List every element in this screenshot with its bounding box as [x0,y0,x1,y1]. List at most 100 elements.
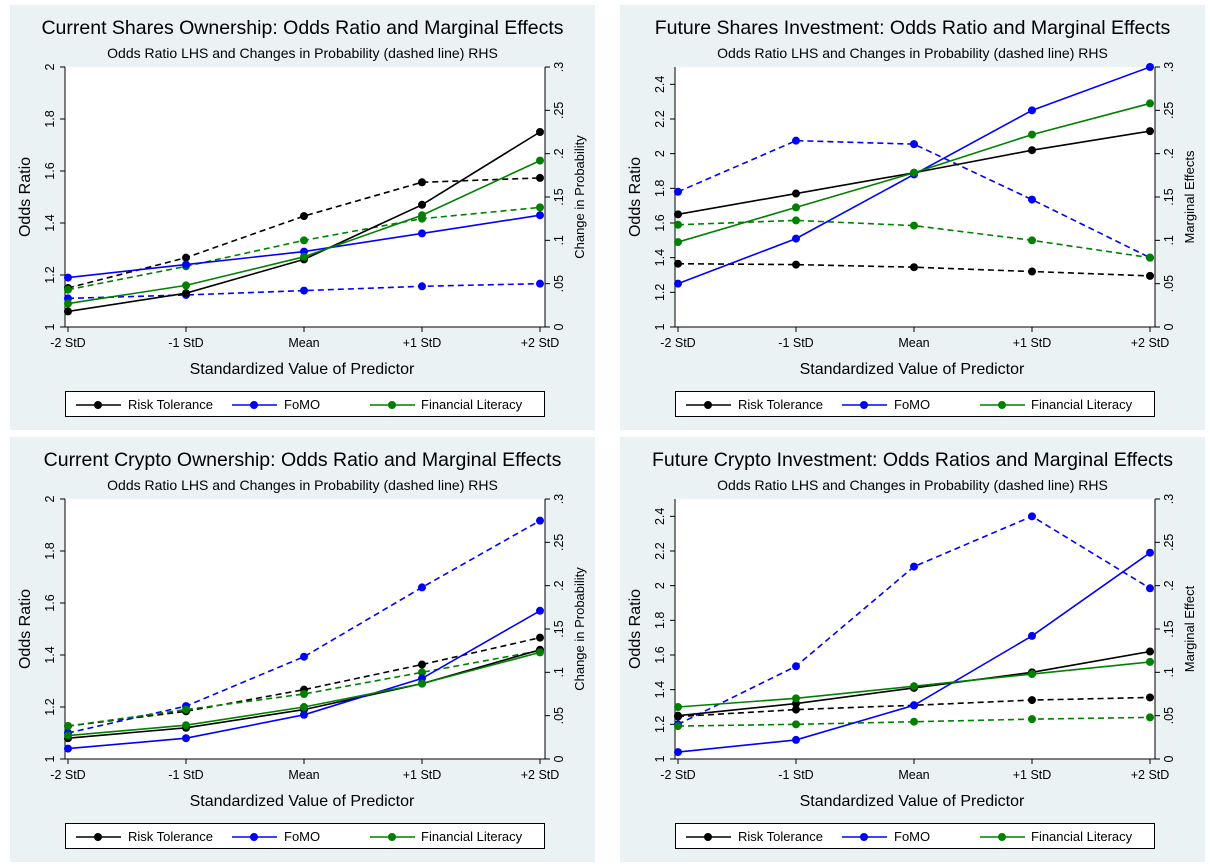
financial-literacy-odds-ratio-point [300,703,308,711]
right-axis-tick-label: .15 [1162,620,1176,637]
financial-literacy-marginal-effect-line [677,716,1151,727]
legend-label-fomo: FoMO [894,397,931,412]
fomo-marginal-effect-point [910,562,918,571]
fomo-odds-ratio-point [674,748,682,757]
x-axis-tick-label: Mean [898,336,929,350]
fomo-odds-ratio-point [792,735,800,744]
risk-tolerance-marginal-effect-point [1146,693,1154,702]
x-axis-tick-label: Mean [288,768,319,782]
right-axis-tick-label: .1 [552,667,566,677]
plot-background [65,499,545,759]
risk-tolerance-odds-ratio-point [182,289,190,298]
left-axis-tick-label: 1.8 [653,180,667,197]
legend-markers [76,401,415,409]
risk-tolerance-odds-ratio-point [536,128,544,136]
risk-tolerance-odds-ratio-point [64,307,72,316]
x-axis-tick-label: +1 StD [403,336,442,350]
legend-label-financial-literacy: Financial Literacy [421,829,523,844]
right-axis-tick-label: .1 [552,235,566,245]
fomo-odds-ratio-point [182,734,190,743]
financial-literacy-odds-ratio-point [64,731,72,740]
left-axis-tick-label: 2.4 [653,76,667,93]
left-axis-tick-label: 2.2 [653,542,667,559]
risk-tolerance-marginal-effect-point [536,173,544,182]
risk-tolerance-marginal-effect-point [1028,267,1036,276]
left-axis-tick-label: 1.4 [43,214,57,231]
chart-panel-future-crypto: Future Crypto Investment: Odds Ratios an… [620,437,1205,862]
fomo-odds-ratio-point [300,710,308,719]
x-axis-tick-label: +2 StD [1131,336,1170,350]
x-axis-title: Standardized Value of Predictor [190,793,415,810]
legend-label-fomo: FoMO [284,829,321,844]
right-axis-tick-label: .3 [1162,62,1176,72]
right-axis-tick-label: .3 [1162,494,1176,504]
right-axis-tick-label: .25 [1162,534,1176,551]
fomo-marginal-effect-point [536,516,544,525]
left-axis-title: Odds Ratio [627,157,644,237]
left-axis-title: Odds Ratio [17,589,34,669]
left-axis-tick-label: 2 [43,63,57,70]
left-axis-tick-label: 1.6 [43,162,57,179]
risk-tolerance-marginal-effect-point [674,259,682,268]
x-axis-tick-label: -1 StD [168,768,203,782]
financial-literacy-odds-ratio-point [1146,99,1154,108]
chart-title: Current Crypto Ownership: Odds Ratio and… [43,449,562,471]
legend: Risk Tolerance FoMO Financial Literacy [65,391,545,417]
risk-tolerance-marginal-effect-point [418,178,426,187]
x-axis-tick-label: -1 StD [168,336,203,350]
x-axis-tick-label: -2 StD [660,768,695,782]
left-axis-title: Odds Ratio [17,157,34,237]
left-axis-tick-label: 2 [653,582,667,589]
left-axis-tick-label: 1.4 [653,249,667,266]
fomo-marginal-effect-point [300,652,308,661]
legend-label-financial-literacy: Financial Literacy [421,397,523,412]
financial-literacy-marginal-effect-point [792,720,800,729]
plot-background [65,67,545,327]
financial-literacy-marginal-effect-point [300,690,308,698]
financial-literacy-odds-ratio-point [674,703,682,711]
legend-marker-risk-tolerance [704,401,712,409]
chart-panel-current-crypto: Current Crypto Ownership: Odds Ratio and… [10,437,595,862]
fomo-marginal-effect-point [792,662,800,671]
financial-literacy-odds-ratio-point [1146,657,1154,666]
financial-literacy-odds-ratio-point [910,168,918,177]
fomo-odds-ratio-point [674,279,682,288]
risk-tolerance-marginal-effect-line [677,262,1151,277]
financial-literacy-marginal-effect-point [64,285,72,294]
risk-tolerance-odds-ratio-point [674,711,682,720]
right-axis-tick-label: 0 [1162,755,1176,762]
legend-label-fomo: FoMO [284,397,321,412]
x-axis-tick-label: +1 StD [1013,768,1052,782]
left-axis-tick-label: 1.2 [653,284,667,301]
left-axis-tick-label: 1 [43,755,57,762]
fomo-odds-ratio-point [1028,631,1036,640]
financial-literacy-marginal-effect-point [792,216,800,225]
right-axis-tick-label: .1 [1162,667,1176,677]
right-axis-tick-label: .1 [1162,235,1176,245]
left-axis-tick-label: 1.8 [653,612,667,629]
financial-literacy-marginal-effect-point [1028,715,1036,724]
chart-subtitle: Odds Ratio LHS and Changes in Probabilit… [107,45,498,61]
fomo-marginal-effect-point [1146,584,1154,593]
fomo-marginal-effect-line [677,139,1151,259]
financial-literacy-marginal-effect-point [674,722,682,731]
risk-tolerance-marginal-effect-point [792,705,800,714]
left-axis-tick-label: 1.2 [43,698,57,715]
chart-panel-future-shares: Future Shares Investment: Odds Ratio and… [620,5,1205,430]
fomo-odds-ratio-point [418,229,426,238]
x-axis-tick-label: -2 StD [50,768,85,782]
legend: Risk Tolerance FoMO Financial Literacy [65,823,545,849]
fomo-odds-ratio-point [1028,106,1036,115]
left-axis-tick-label: 1.2 [43,266,57,283]
financial-literacy-odds-ratio-point [418,211,426,220]
right-axis-tick-label: .3 [552,62,566,72]
risk-tolerance-odds-ratio-point [418,200,426,209]
legend: Risk Tolerance FoMO Financial Literacy [675,823,1155,849]
right-axis-tick-label: .3 [552,494,566,504]
plot-area: 1 1.2 1.4 1.6 1.8 2 0 .05 .1 .15 .2 .25 .3 -2 StD -1 S… [17,62,587,378]
financial-literacy-odds-ratio-point [300,252,308,261]
financial-literacy-marginal-effect-line [677,219,1151,259]
x-axis-title: Standardized Value of Predictor [190,361,415,378]
legend-markers [686,401,1025,409]
legend-markers [76,833,415,841]
